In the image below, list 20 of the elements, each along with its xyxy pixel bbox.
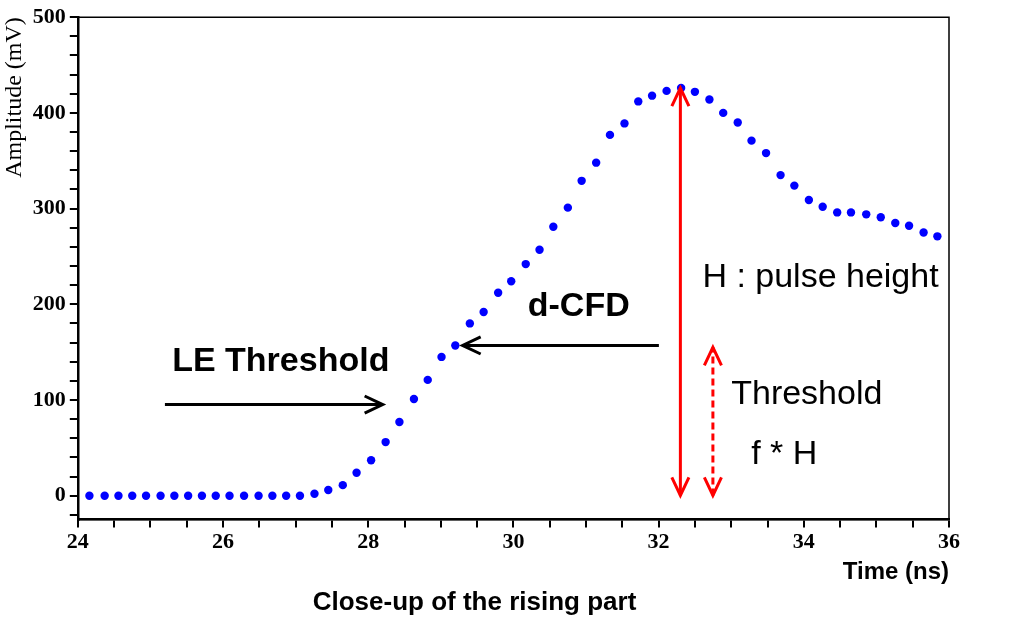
x-tick-label: 26 <box>212 528 234 554</box>
y-tick-label: 400 <box>32 98 66 124</box>
x-tick-label: 34 <box>792 528 815 554</box>
y-tick-label: 0 <box>54 481 66 507</box>
annotation: LE Threshold <box>172 340 390 379</box>
y-axis-title: Amplitude (mV) <box>0 17 26 178</box>
annotation: Threshold f * H <box>731 373 883 472</box>
text: Close-up of the rising part <box>312 585 637 616</box>
y-tick-label: 100 <box>32 385 66 411</box>
annotation: d-CFD <box>527 285 630 324</box>
y-tick-label: 500 <box>32 2 66 28</box>
x-tick-label: 28 <box>357 528 380 554</box>
x-tick-label: 36 <box>938 528 960 554</box>
y-tick-label: 200 <box>32 289 66 315</box>
x-tick-label: 32 <box>647 528 670 554</box>
x-tick-label: 24 <box>66 528 89 554</box>
x-axis-title: Time (ns) <box>842 557 949 585</box>
x-tick-label: 30 <box>502 528 525 554</box>
y-tick-label: 300 <box>32 194 66 220</box>
ref-line-label: H : pulse height <box>702 255 940 294</box>
